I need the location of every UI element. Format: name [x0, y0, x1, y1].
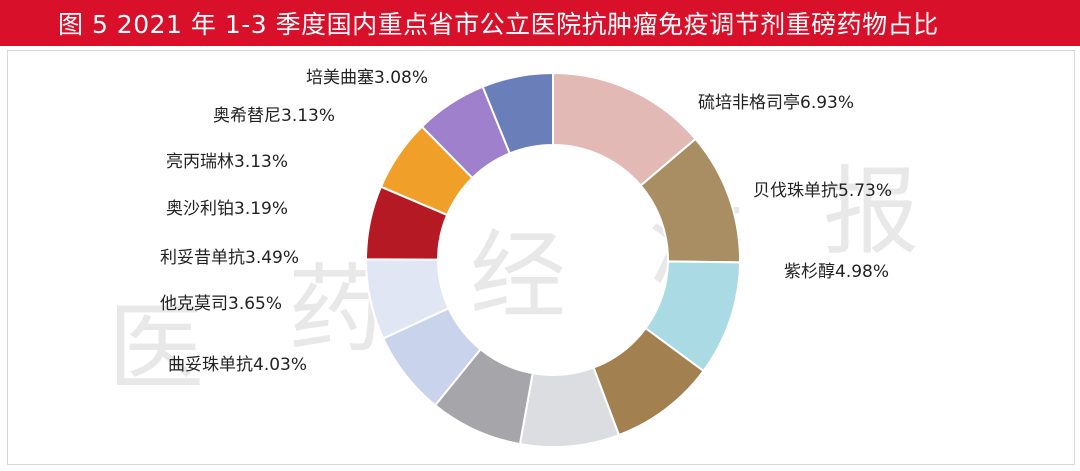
data-label-1: 硫培非格司亭6.93% — [698, 93, 854, 113]
data-label-8: 利妥昔单抗3.49% — [160, 248, 299, 268]
labels: 硫培非格司亭6.93% 贝伐珠单抗5.73% 紫杉醇4.98% 曲妥珠单抗4.03% 他… — [160, 68, 892, 375]
chart-title: 图 5 2021 年 1-3 季度国内重点省市公立医院抗肿瘤免疫调节剂重磅药物占… — [58, 10, 939, 39]
slices — [364, 71, 741, 448]
data-label-6: 曲妥珠单抗4.03% — [168, 355, 307, 375]
data-label-9: 奥沙利铂3.19% — [166, 199, 288, 219]
data-label-12: 培美曲塞3.08% — [306, 68, 428, 88]
slice-12 — [481, 71, 554, 155]
data-label-11: 奥希替尼3.13% — [213, 106, 335, 126]
data-label-7: 他克莫司3.65% — [160, 294, 282, 314]
donut-chart: 医 药 经 济 报 硫培非格司亭6.93%贝伐珠单抗5.73%紫杉醇4.98%曲… — [108, 68, 919, 448]
data-label-10: 亮丙瑞林3.13% — [166, 152, 288, 172]
watermark-char-3: 经 — [470, 220, 566, 332]
title-bar: 图 5 2021 年 1-3 季度国内重点省市公立医院抗肿瘤免疫调节剂重磅药物占… — [0, 0, 1080, 46]
watermark-char-5: 报 — [823, 156, 919, 268]
watermark-char-1: 医 — [108, 292, 204, 404]
data-label-2: 贝伐珠单抗5.73% — [753, 181, 892, 201]
chart-panel: 医 药 经 济 报 硫培非格司亭6.93%贝伐珠单抗5.73%紫杉醇4.98%曲… — [7, 50, 1075, 465]
data-label-3: 紫杉醇4.98% — [784, 262, 889, 282]
